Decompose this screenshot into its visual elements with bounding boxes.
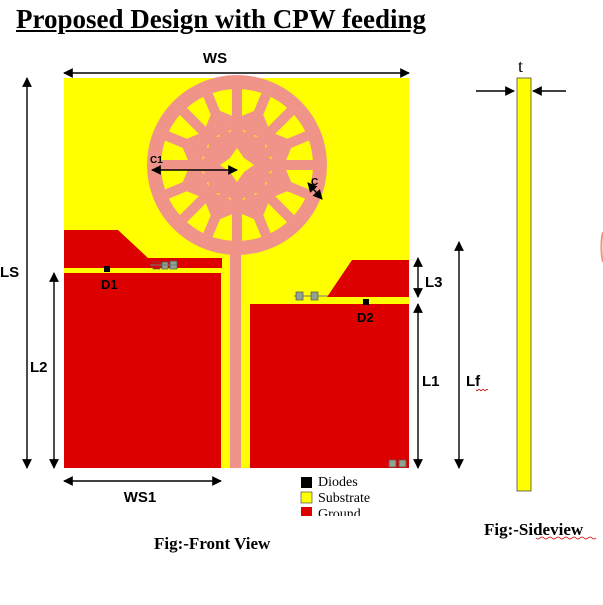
legend-label-substrate: Substrate bbox=[318, 491, 370, 506]
caption-side-view: Fig:-Sideview bbox=[484, 520, 584, 539]
c-label: C bbox=[311, 177, 318, 188]
side-view-edge bbox=[600, 231, 603, 263]
page-title: Proposed Design with CPW feeding bbox=[16, 4, 427, 34]
component-right-1 bbox=[295, 291, 304, 301]
diode-d1 bbox=[104, 266, 110, 272]
feed-line bbox=[230, 238, 241, 468]
caption-front-view: Fig:-Front View bbox=[154, 534, 271, 553]
legend-swatch-ground bbox=[301, 507, 312, 518]
component-right-2 bbox=[310, 291, 319, 301]
lf-underline bbox=[475, 388, 489, 392]
legend-swatch-substrate bbox=[300, 491, 313, 504]
ground-left bbox=[64, 273, 221, 468]
ws1-label: WS1 bbox=[124, 489, 157, 506]
ground-right bbox=[250, 304, 409, 468]
fractal-patch bbox=[147, 75, 327, 255]
ground-left-top bbox=[64, 230, 222, 268]
legend-swatch-diodes bbox=[301, 477, 312, 488]
lf-label: Lf bbox=[466, 373, 481, 390]
l2-label: L2 bbox=[30, 359, 48, 376]
c-dimension-line bbox=[307, 182, 323, 200]
t-label: t bbox=[518, 56, 523, 76]
component-bottom-1 bbox=[388, 459, 397, 468]
ground-right-top bbox=[327, 260, 409, 297]
d2-label: D2 bbox=[357, 310, 374, 325]
component-bottom-2 bbox=[398, 459, 407, 468]
ls-label: LS bbox=[0, 264, 19, 281]
l1-label: L1 bbox=[422, 373, 440, 390]
diode-d2 bbox=[363, 299, 369, 305]
legend-label-diodes: Diodes bbox=[318, 475, 358, 490]
substrate-side bbox=[516, 77, 532, 492]
l3-label: L3 bbox=[425, 274, 443, 291]
sideview-underline bbox=[535, 536, 597, 540]
ws-label: WS bbox=[203, 50, 227, 67]
d1-label: D1 bbox=[101, 277, 118, 292]
c1-label: C1 bbox=[150, 155, 163, 166]
legend-crop bbox=[295, 516, 395, 528]
